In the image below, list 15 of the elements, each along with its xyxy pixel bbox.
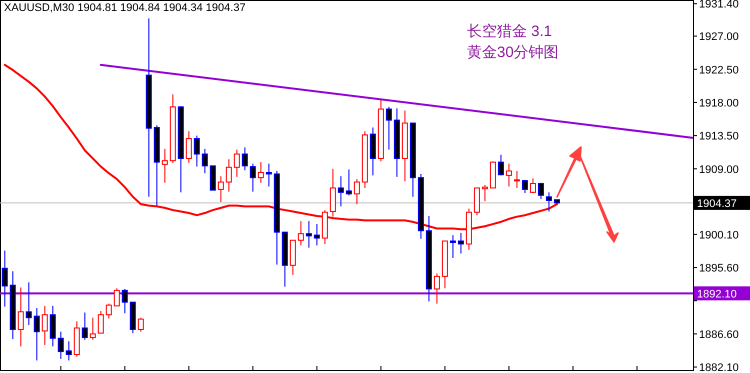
ref-line-label: 1892.10	[697, 288, 737, 300]
y-tick-label: 1886.60	[699, 328, 739, 341]
y-tick-label: 1913.50	[699, 130, 739, 143]
y-tick-label: 1931.40	[699, 0, 739, 11]
ref-line-label: 1904.37	[697, 198, 737, 210]
y-tick-label: 1918.00	[699, 97, 739, 110]
annotation: 黄金30分钟图	[467, 44, 559, 61]
annotation: 长空猎金 3.1	[467, 23, 552, 40]
y-tick-label: 1882.10	[699, 362, 739, 373]
chart-title: XAUUSD,M30 1904.81 1904.84 1904.34 1904.37	[4, 2, 246, 14]
y-tick-label: 1909.00	[699, 164, 739, 176]
y-tick-label: 1927.00	[699, 31, 739, 44]
y-tick-label: 1900.10	[699, 229, 739, 242]
y-tick-label: 1895.60	[699, 262, 739, 275]
y-tick-label: 1922.50	[699, 64, 739, 76]
